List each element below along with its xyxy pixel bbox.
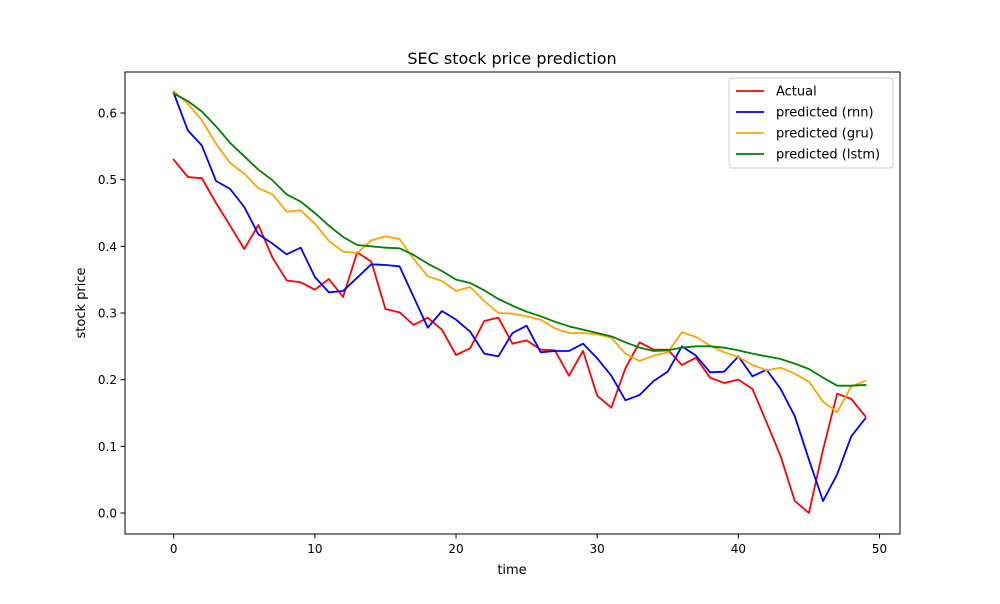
y-tick-label: 0.2: [98, 373, 117, 387]
series-line-0: [172, 158, 867, 514]
y-tick-label: 0.0: [98, 507, 117, 521]
series-line-3: [172, 92, 867, 387]
legend-label-3: predicted (lstm): [776, 148, 880, 163]
series-line-1: [172, 91, 867, 502]
legend-label-0: Actual: [776, 85, 817, 100]
legend-box: [728, 77, 894, 169]
y-tick-label: 0.6: [98, 107, 117, 121]
x-tick-label: 40: [731, 542, 746, 556]
x-tick-label: 10: [307, 542, 322, 556]
plot-frame: [124, 71, 901, 535]
y-tick-label: 0.3: [98, 307, 117, 321]
y-axis-ticks: 0.0 0.1 0.2 0.3 0.4 0.5 0.6: [98, 107, 125, 521]
x-tick-label: 20: [448, 542, 463, 556]
legend-label-1: predicted (rnn): [776, 106, 874, 121]
legend: Actual predicted (rnn) predicted (gru) pred…: [728, 77, 894, 169]
legend-items: Actual predicted (rnn) predicted (gru) pred…: [736, 85, 880, 163]
chart-title: SEC stock price prediction: [407, 49, 616, 68]
y-tick-label: 0.4: [98, 240, 117, 254]
series-line-2: [172, 89, 867, 414]
x-axis-label: time: [497, 563, 526, 578]
y-axis-label: stock price: [74, 268, 89, 339]
x-tick-label: 30: [590, 542, 605, 556]
y-tick-label: 0.5: [98, 173, 117, 187]
x-tick-label: 50: [872, 542, 887, 556]
series-layer: [172, 89, 867, 514]
x-tick-label: 0: [170, 542, 178, 556]
y-tick-label: 0.1: [98, 440, 117, 454]
legend-label-2: predicted (gru): [776, 127, 874, 142]
x-axis-ticks: 0 10 20 30 40 50: [170, 534, 887, 556]
